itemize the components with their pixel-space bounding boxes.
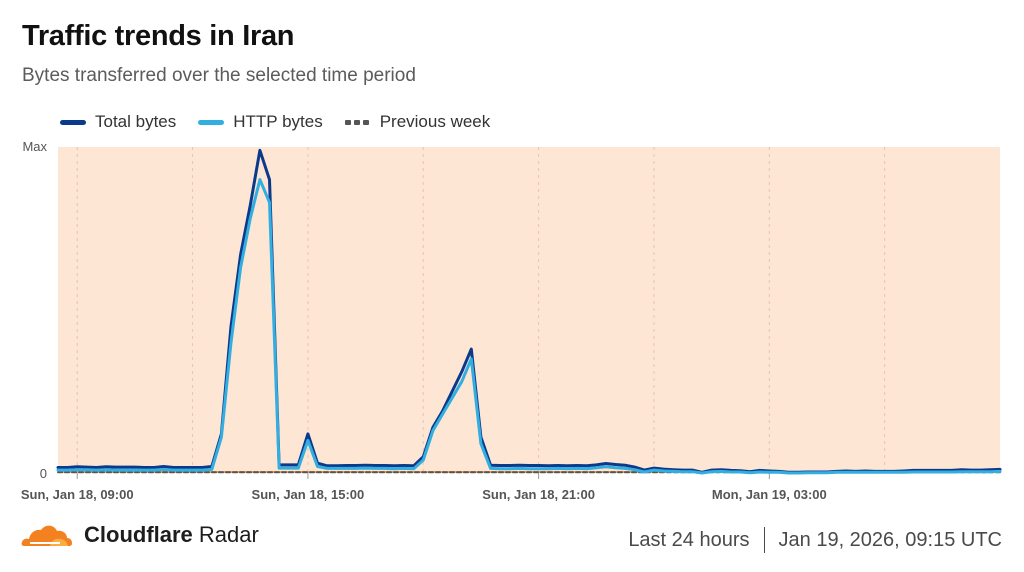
x-tick-label: Mon, Jan 19, 03:00 [712, 487, 827, 502]
time-period-label: Last 24 hours [628, 528, 750, 551]
footer-separator [763, 527, 765, 553]
legend-item-previous-week[interactable]: Previous week [344, 112, 491, 132]
brand-name-bold: Cloudflare [84, 522, 193, 547]
legend-label-total: Total bytes [95, 112, 177, 131]
series-line-http-bytes[interactable] [56, 178, 1002, 475]
y-tick-label: 0 [40, 466, 47, 481]
y-tick-label: Max [22, 139, 47, 154]
brand-name-rest: Radar [198, 522, 259, 547]
chart-subtitle: Bytes transferred over the selected time… [22, 65, 416, 86]
legend-swatch-previous [344, 119, 371, 125]
chart-title: Traffic trends in Iran [22, 20, 295, 52]
footer-meta: Last 24 hours Jan 19, 2026, 09:15 UTC [628, 527, 1002, 553]
x-tick-label: Sun, Jan 18, 21:00 [482, 487, 595, 502]
legend-swatch-http [198, 119, 225, 125]
legend-swatch-total [60, 119, 86, 125]
plot-background [58, 147, 1000, 473]
chart-legend: Total bytes HTTP bytes Previous week [60, 112, 490, 132]
legend-item-total-bytes[interactable]: Total bytes [60, 112, 176, 132]
legend-item-http-bytes[interactable]: HTTP bytes [198, 112, 323, 132]
x-axis: Sun, Jan 18, 09:00 Sun, Jan 18, 15:00 Sun,… [21, 473, 827, 502]
x-tick-label: Sun, Jan 18, 09:00 [21, 487, 134, 502]
cloudflare-cloud-icon [21, 525, 72, 546]
legend-label-http: HTTP bytes [233, 112, 323, 131]
timestamp-label: Jan 19, 2026, 09:15 UTC [778, 528, 1002, 551]
y-axis: 0 Max [22, 139, 47, 481]
series-layer [56, 148, 1002, 475]
cloudflare-radar-logo: Cloudflare Radar [20, 520, 259, 550]
legend-label-previous: Previous week [379, 112, 491, 131]
brand-name: Cloudflare Radar [84, 522, 259, 548]
x-tick-label: Sun, Jan 18, 15:00 [252, 487, 365, 502]
